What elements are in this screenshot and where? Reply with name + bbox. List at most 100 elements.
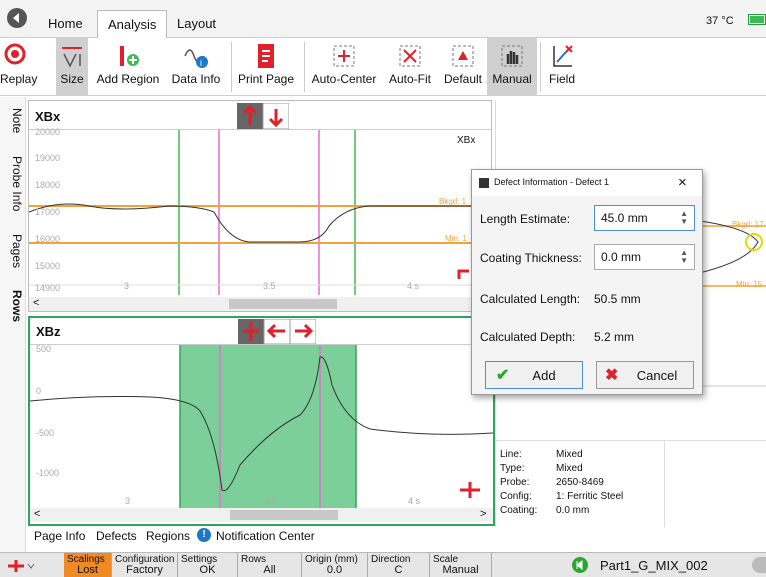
- status-origin-label: Origin (mm): [305, 554, 358, 565]
- xbx-orientation-toggle[interactable]: [237, 102, 290, 130]
- temperature-readout: 37 °C: [706, 15, 734, 27]
- tab-defects[interactable]: Defects: [96, 529, 137, 543]
- status-scalings-label: Scalings: [67, 554, 105, 565]
- scroll-right-icon[interactable]: >: [480, 508, 487, 520]
- xbz-y-tick: 0: [36, 386, 42, 396]
- scroll-left-icon[interactable]: <: [34, 508, 41, 520]
- status-direction[interactable]: Direction C: [368, 553, 430, 577]
- probe-probe-label: Probe:: [500, 477, 530, 488]
- xbx-scroll-thumb[interactable]: [229, 299, 337, 309]
- status-origin[interactable]: Origin (mm) 0.0: [302, 553, 368, 577]
- probe-info-divider: [664, 441, 665, 527]
- cancel-button-label: Cancel: [636, 368, 678, 383]
- add-button[interactable]: ✔ Add: [485, 361, 583, 389]
- calculated-length-label: Calculated Length:: [480, 292, 581, 306]
- default-button[interactable]: Default: [440, 38, 486, 96]
- default-label: Default: [443, 72, 483, 86]
- xbz-orientation-toggle[interactable]: [238, 318, 317, 345]
- status-scale-label: Scale: [433, 554, 459, 565]
- notification-info-icon: !: [197, 528, 211, 542]
- status-settings-value: OK: [199, 564, 216, 576]
- side-tab-probe-info[interactable]: Probe Info: [10, 156, 24, 212]
- tab-notification-center[interactable]: Notification Center: [216, 529, 315, 543]
- replay-button[interactable]: Replay: [0, 38, 37, 96]
- side-tab-rows[interactable]: Rows: [10, 290, 24, 323]
- add-region-label: Add Region: [96, 72, 160, 86]
- calculated-depth-label: Calculated Depth:: [480, 330, 576, 344]
- tab-page-info[interactable]: Page Info: [34, 529, 86, 543]
- hand-icon: [501, 45, 523, 67]
- xbx-plot-panel[interactable]: XBx XBx 20000 19000 18000 17000 16000 15…: [28, 100, 492, 312]
- xbz-y-tick: 500: [36, 344, 52, 354]
- data-info-label: Data Info: [171, 72, 221, 86]
- status-direction-value: C: [394, 564, 403, 576]
- status-direction-label: Direction: [371, 554, 411, 565]
- xbx-header-line: [29, 129, 491, 130]
- side-tab-note[interactable]: Note: [10, 108, 24, 134]
- xbx-x-tick: 3: [124, 281, 130, 291]
- probe-type-value: Mixed: [556, 463, 583, 474]
- xbx-cursor-icon: [457, 269, 469, 279]
- status-scalings-value: Lost: [77, 564, 98, 576]
- xbz-header-line: [30, 344, 493, 345]
- field-label: Field: [548, 72, 575, 86]
- size-button[interactable]: Size: [56, 38, 88, 96]
- field-button[interactable]: Field: [542, 38, 582, 96]
- xbx-scrollbar[interactable]: <: [29, 297, 491, 311]
- field-icon: [553, 45, 573, 67]
- auto-center-button[interactable]: Auto-Center: [308, 38, 380, 96]
- xbx-bkgd-label: Bkgd: 1: [439, 197, 467, 206]
- xbz-plot-panel[interactable]: XBz 500 0 -500 -1000 3 3.5 4 s < >: [28, 316, 495, 526]
- auto-fit-button[interactable]: Auto-Fit: [384, 38, 436, 96]
- xbz-y-tick: -1000: [36, 468, 60, 478]
- coating-thickness-spinner[interactable]: ▲ ▼: [680, 248, 688, 265]
- xbx-y-tick: 19000: [35, 153, 61, 163]
- xbx-x-tick: 3.5: [263, 281, 276, 291]
- status-configuration[interactable]: Configuration Factory: [112, 553, 178, 577]
- close-icon[interactable]: ×: [678, 174, 687, 191]
- manual-button[interactable]: Manual: [487, 38, 537, 96]
- add-region-button[interactable]: Add Region: [94, 38, 162, 96]
- ribbon-separator: [304, 42, 305, 92]
- previous-file-icon[interactable]: [572, 557, 588, 573]
- x-icon: ✖: [605, 367, 619, 384]
- replay-icon: [4, 43, 26, 65]
- tab-layout[interactable]: Layout: [177, 16, 217, 31]
- top-tab-bar: Home Analysis Layout 37 °C: [0, 0, 766, 38]
- side-tab-pages[interactable]: Pages: [10, 234, 24, 269]
- length-estimate-input[interactable]: 45.0 mm ▲ ▼: [594, 205, 695, 231]
- xbx-y-tick: 15000: [35, 261, 61, 271]
- status-configuration-label: Configuration: [115, 554, 175, 565]
- status-origin-value: 0.0: [326, 564, 343, 576]
- manual-label: Manual: [492, 72, 532, 86]
- ribbon-separator: [540, 42, 541, 92]
- probe-cursor-icon[interactable]: [6, 558, 36, 577]
- xbz-title: XBz: [36, 324, 61, 339]
- ribbon-separator: [231, 42, 232, 92]
- xbx-y-tick: 18000: [35, 180, 61, 190]
- print-page-button[interactable]: Print Page: [234, 38, 298, 96]
- xbx-plot-area: [29, 130, 491, 295]
- svg-text:i: i: [200, 58, 202, 68]
- xbz-scroll-thumb[interactable]: [230, 510, 338, 520]
- status-rows[interactable]: Rows All: [238, 553, 302, 577]
- data-info-button[interactable]: i Data Info: [166, 38, 226, 96]
- length-estimate-spinner[interactable]: ▲ ▼: [680, 209, 688, 226]
- status-scalings[interactable]: Scalings Lost: [64, 553, 112, 577]
- status-settings[interactable]: Settings OK: [178, 553, 238, 577]
- battery-icon: [748, 14, 766, 25]
- tab-analysis[interactable]: Analysis: [97, 10, 168, 38]
- back-icon[interactable]: [7, 8, 27, 28]
- xbx-y-tick: 16000: [35, 234, 61, 244]
- tab-regions[interactable]: Regions: [146, 529, 191, 543]
- status-scale[interactable]: Scale Manual: [430, 553, 492, 577]
- xbx-y-tick: 14900: [35, 283, 61, 293]
- status-settings-label: Settings: [181, 554, 218, 565]
- xbz-scrollbar[interactable]: < >: [30, 508, 493, 522]
- tab-home[interactable]: Home: [48, 16, 83, 31]
- cancel-button[interactable]: ✖ Cancel: [596, 361, 694, 389]
- probe-type-label: Type:: [500, 463, 525, 474]
- next-file-icon[interactable]: [752, 557, 766, 573]
- scroll-left-icon[interactable]: <: [33, 297, 40, 309]
- coating-thickness-input[interactable]: 0.0 mm ▲ ▼: [594, 244, 695, 270]
